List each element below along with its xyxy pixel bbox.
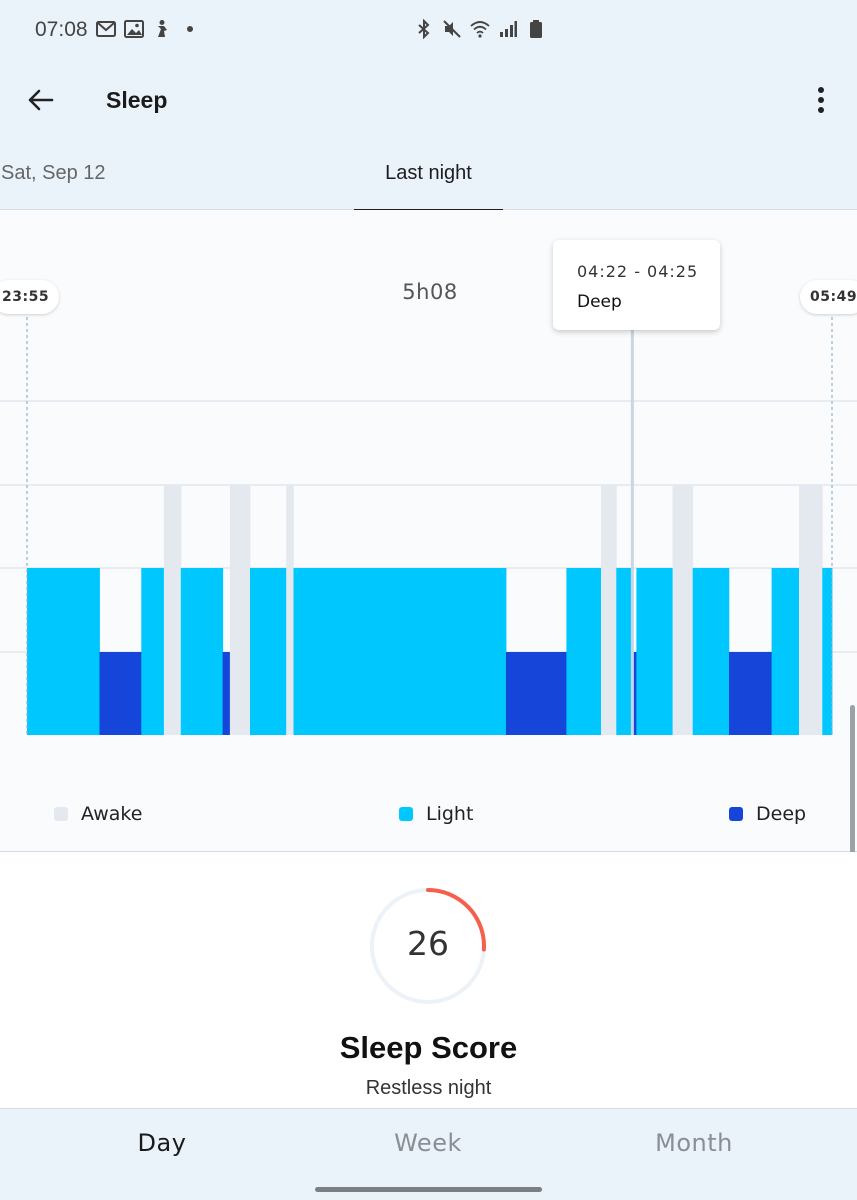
segment-deep[interactable] <box>632 652 637 735</box>
notification-icons <box>96 19 200 39</box>
segment-deep[interactable] <box>99 652 142 735</box>
dot-icon <box>187 26 193 32</box>
segment-deep[interactable] <box>506 652 567 735</box>
gauge-arc <box>426 888 486 952</box>
system-icons <box>414 19 546 39</box>
segment-light[interactable] <box>616 568 633 735</box>
sleep-score-title: Sleep Score <box>339 1030 518 1065</box>
tab-month[interactable]: Month <box>655 1129 733 1157</box>
segment-light[interactable] <box>180 568 224 735</box>
legend-awake-swatch <box>54 807 68 821</box>
arrow-left-icon <box>28 89 54 111</box>
date-tabs: Sat, Sep 12 Last night <box>0 140 857 211</box>
legend-awake-label: Awake <box>81 803 143 825</box>
tab-day[interactable]: Day <box>137 1129 187 1157</box>
segment-light[interactable] <box>771 568 800 735</box>
sleep-score-card: 26 Sleep Score Restless night <box>0 852 857 1108</box>
segment-tooltip: 04:22 - 04:25 Deep <box>553 240 720 330</box>
app-bar: Sleep <box>0 60 857 140</box>
fitness-icon <box>158 20 167 37</box>
legend-light-label: Light <box>426 803 474 825</box>
mute-icon <box>443 20 461 38</box>
legend-light-swatch <box>399 807 413 821</box>
segment-light[interactable] <box>293 568 507 735</box>
tab-last-night-label: Last night <box>385 162 472 184</box>
legend-light: Light <box>399 802 473 826</box>
segment-awake[interactable] <box>286 485 294 735</box>
segment-awake[interactable] <box>799 485 823 735</box>
segment-awake[interactable] <box>672 485 694 735</box>
segment-awake[interactable] <box>229 485 251 735</box>
sleep-chart-panel: 23:55 5h08 05:49 04:22 - 04:25 Deep Awak… <box>0 210 857 852</box>
segment-deep[interactable] <box>729 652 773 735</box>
segment-light[interactable] <box>250 568 287 735</box>
segment-light[interactable] <box>141 568 165 735</box>
back-button[interactable] <box>22 82 62 118</box>
page-title: Sleep <box>106 87 168 113</box>
gallery-icon <box>124 20 144 38</box>
start-time-label: 23:55 <box>0 280 60 314</box>
segment-light[interactable] <box>566 568 602 735</box>
segment-light[interactable] <box>27 568 100 735</box>
segment-deep[interactable] <box>222 652 231 735</box>
sleep-duration: 5h08 <box>402 280 458 304</box>
segment-light[interactable] <box>822 568 833 735</box>
battery-icon <box>530 20 542 38</box>
wifi-icon <box>470 21 490 38</box>
home-indicator[interactable] <box>315 1187 542 1192</box>
sleep-score-value: 26 <box>407 924 449 963</box>
sleep-stage-chart[interactable] <box>0 210 857 770</box>
tab-week[interactable]: Week <box>394 1129 462 1157</box>
sleep-score-gauge <box>370 888 486 1004</box>
end-time-label: 05:49 <box>800 280 857 314</box>
signal-icon <box>500 21 517 37</box>
period-tabs: Day Week Month <box>0 1108 857 1200</box>
legend-deep: Deep <box>729 802 806 826</box>
legend-deep-swatch <box>729 807 743 821</box>
status-time: 07:08 <box>35 18 88 41</box>
segment-awake[interactable] <box>163 485 182 735</box>
tooltip-time-range: 04:22 - 04:25 <box>577 262 699 281</box>
more-vert-icon <box>818 87 824 113</box>
scrollbar[interactable] <box>850 705 855 857</box>
segment-awake[interactable] <box>601 485 617 735</box>
bluetooth-icon <box>418 19 430 39</box>
more-options-button[interactable] <box>806 82 836 118</box>
legend-awake: Awake <box>54 802 142 826</box>
tab-previous-date[interactable]: Sat, Sep 12 <box>1 162 106 184</box>
segment-light[interactable] <box>636 568 673 735</box>
tab-last-night[interactable]: Last night <box>354 140 503 211</box>
tooltip-stage: Deep <box>577 292 622 312</box>
gmail-icon <box>96 21 116 37</box>
status-bar: 07:08 <box>0 0 857 60</box>
segment-light[interactable] <box>692 568 730 735</box>
sleep-score-subtitle: Restless night <box>365 1077 492 1099</box>
legend-deep-label: Deep <box>756 803 807 825</box>
